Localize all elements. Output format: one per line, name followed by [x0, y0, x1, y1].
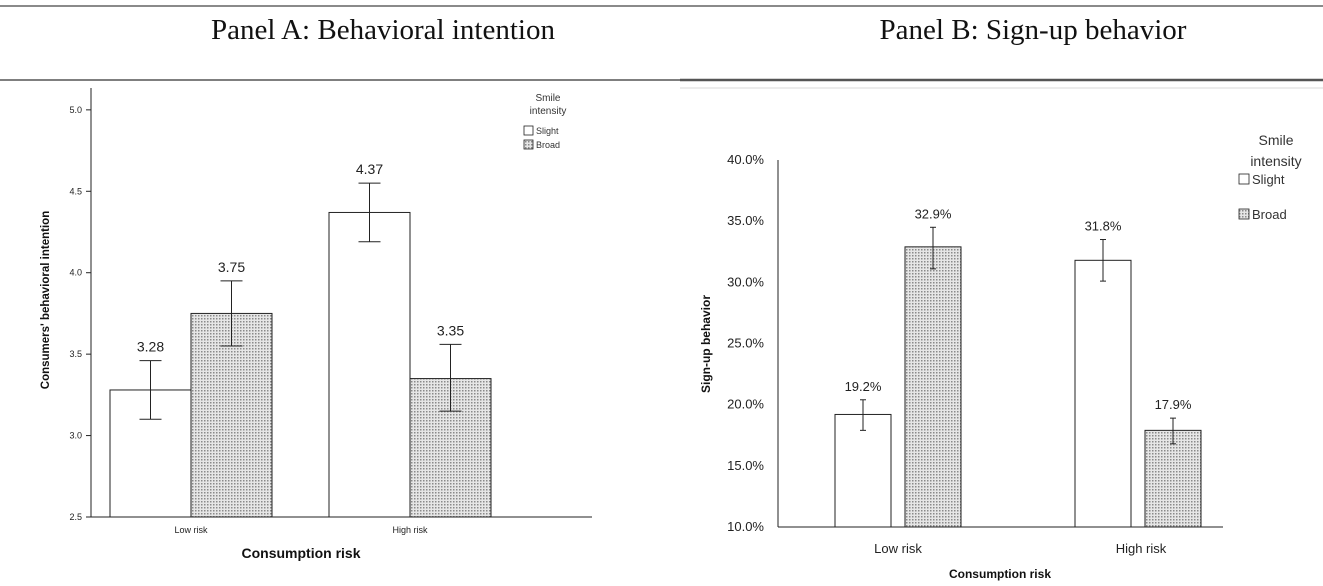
panel-a-title: Panel A: Behavioral intention — [211, 14, 555, 46]
legend-swatch-slight — [1238, 173, 1250, 185]
y-tick-label: 3.5 — [69, 349, 82, 359]
legend-swatch-broad — [1238, 208, 1250, 220]
y-tick-label: 5.0 — [69, 105, 82, 115]
y-tick-label: 20.0% — [727, 397, 764, 412]
legend-label-broad: Broad — [1252, 207, 1287, 222]
panel-a-data-labels: 3.28 4.37 3.75 3.35 — [137, 161, 464, 355]
bar-broad-low-risk — [190, 312, 273, 518]
y-tick-label: 25.0% — [727, 336, 764, 351]
panel-b-title: Panel B: Sign-up behavior — [880, 14, 1187, 46]
panel-b-bars — [834, 246, 1202, 528]
panel-b-chart: 10.0% 15.0% 20.0% 25.0% 30.0% 35.0% 40.0% 19.2… — [699, 132, 1302, 581]
data-label: 3.35 — [437, 322, 464, 338]
panel-b-y-axis-title: Sign-up behavior — [699, 295, 713, 393]
panel-a-legend: Smile intensity Slight Broad — [523, 93, 567, 150]
panel-b-legend-title-line2: intensity — [1250, 153, 1301, 169]
y-tick-label: 3.0 — [69, 431, 82, 441]
panel-a-y-axis-title: Consumers' behavioral intention — [40, 211, 52, 389]
y-tick-label: 30.0% — [727, 274, 764, 289]
bar-slight-high-risk — [328, 211, 411, 518]
data-label: 17.9% — [1155, 397, 1192, 412]
panel-b-data-labels: 19.2% 31.8% 32.9% 17.9% — [845, 206, 1192, 412]
data-label: 32.9% — [915, 206, 952, 221]
panel-b-error-bars — [860, 226, 1176, 445]
bar-broad-low-risk — [904, 246, 962, 528]
data-label: 19.2% — [845, 379, 882, 394]
y-tick-label: 10.0% — [727, 519, 764, 534]
panel-a-y-ticks: 2.5 3.0 3.5 4.0 4.5 5.0 — [69, 105, 91, 522]
legend-label-slight: Slight — [1252, 172, 1285, 187]
y-tick-label: 15.0% — [727, 458, 764, 473]
panel-a-x-axis-title: Consumption risk — [241, 545, 360, 561]
legend-swatch-slight — [523, 125, 534, 136]
panel-b-legend: Smile intensity Slight Broad — [1238, 132, 1302, 222]
data-label: 4.37 — [356, 161, 383, 177]
bar-broad-high-risk — [1144, 429, 1202, 528]
y-tick-label: 4.5 — [69, 186, 82, 196]
legend-label-slight: Slight — [536, 126, 559, 136]
bar-slight-high-risk — [1074, 259, 1132, 528]
panel-a-legend-title: Smile — [535, 93, 560, 104]
x-tick-label: High risk — [1116, 541, 1167, 556]
panel-b-legend-title: Smile — [1258, 132, 1293, 148]
data-label: 3.28 — [137, 339, 164, 355]
panel-a-chart: 2.5 3.0 3.5 4.0 4.5 5.0 3.28 4.37 3.75 3.35 Low … — [40, 88, 592, 561]
legend-label-broad: Broad — [536, 140, 560, 150]
panel-b-y-ticks: 10.0% 15.0% 20.0% 25.0% 30.0% 35.0% 40.0% — [727, 152, 764, 534]
x-tick-label: Low risk — [874, 541, 922, 556]
y-tick-label: 35.0% — [727, 213, 764, 228]
bar-slight-low-risk — [834, 413, 892, 528]
panel-a-bars — [109, 211, 492, 518]
y-tick-label: 40.0% — [727, 152, 764, 167]
panel-a-error-bars — [139, 182, 462, 420]
panel-b-x-ticks: Low risk High risk — [874, 541, 1167, 556]
y-tick-label: 2.5 — [69, 512, 82, 522]
data-label: 3.75 — [218, 259, 245, 275]
panel-a-legend-title-line2: intensity — [530, 106, 567, 117]
data-label: 31.8% — [1085, 219, 1122, 234]
x-tick-label: Low risk — [174, 525, 208, 535]
legend-swatch-broad — [523, 139, 534, 150]
x-tick-label: High risk — [392, 525, 428, 535]
y-tick-label: 4.0 — [69, 268, 82, 278]
panel-a-x-ticks: Low risk High risk — [174, 525, 428, 535]
panel-b-x-axis-title: Consumption risk — [949, 567, 1051, 581]
